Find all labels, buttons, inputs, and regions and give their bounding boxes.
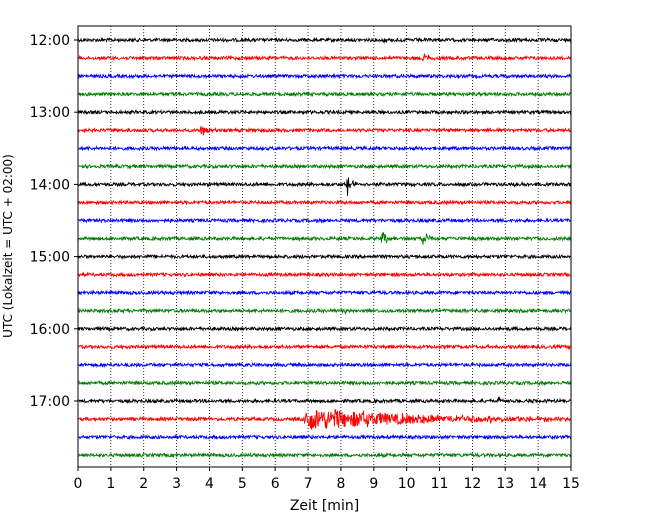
x-tick-label: 3 xyxy=(172,476,181,492)
y-tick-label: 15:00 xyxy=(30,250,70,266)
plot-frame xyxy=(77,25,572,468)
y-tick-label: 12:00 xyxy=(30,33,70,49)
trace-1400 xyxy=(77,177,572,196)
trace-1500 xyxy=(77,253,572,260)
x-tick-label: 10 xyxy=(398,476,416,492)
trace-1230 xyxy=(77,72,572,80)
trace-1715 xyxy=(77,409,572,430)
x-tick-label: 7 xyxy=(304,476,313,492)
x-tick-label: 13 xyxy=(496,476,514,492)
trace-layer xyxy=(77,36,572,459)
trace-1445 xyxy=(77,231,572,245)
x-tick-label: 12 xyxy=(463,476,481,492)
x-tick-label: 8 xyxy=(336,476,345,492)
trace-1630 xyxy=(78,361,572,369)
trace-1730 xyxy=(77,433,572,441)
x-tick-label: 6 xyxy=(271,476,280,492)
x-tick-label: 2 xyxy=(139,476,148,492)
y-axis-title: UTC (Lokalzeit = UTC + 02:00) xyxy=(1,154,15,338)
y-axis: 12:00 13:00 14:00 15:00 16:00 17:00 xyxy=(30,33,78,410)
trace-1700 xyxy=(77,396,572,405)
x-tick-label: 5 xyxy=(238,476,247,492)
x-tick-label: 1 xyxy=(106,476,115,492)
trace-1600 xyxy=(77,325,572,333)
x-tick-label: 4 xyxy=(205,476,214,492)
x-tick-label: 11 xyxy=(431,476,449,492)
x-axis: 0 1 2 3 4 5 6 7 8 9 10 11 12 13 14 15 xyxy=(74,467,580,492)
trace-1245 xyxy=(77,90,572,98)
y-tick-label: 17:00 xyxy=(30,394,70,410)
y-tick-label: 16:00 xyxy=(30,322,70,338)
x-tick-label: 9 xyxy=(369,476,378,492)
trace-1745 xyxy=(77,451,572,459)
x-axis-title: Zeit [min] xyxy=(290,498,359,514)
x-tick-label: 15 xyxy=(562,476,580,492)
trace-1330 xyxy=(77,145,572,152)
trace-1430 xyxy=(77,217,572,224)
trace-1345 xyxy=(77,163,572,170)
trace-1315 xyxy=(77,124,572,136)
trace-1545 xyxy=(77,307,572,315)
trace-1615 xyxy=(77,343,572,351)
y-tick-label: 13:00 xyxy=(30,105,70,121)
trace-1415 xyxy=(77,199,572,206)
trace-1515 xyxy=(77,271,572,278)
trace-1530 xyxy=(77,289,572,297)
y-tick-label: 14:00 xyxy=(30,177,70,193)
trace-1215 xyxy=(77,53,572,62)
trace-1200 xyxy=(77,36,572,45)
trace-1645 xyxy=(77,379,572,387)
trace-1300 xyxy=(77,108,572,116)
x-tick-label: 14 xyxy=(529,476,547,492)
x-tick-label: 0 xyxy=(74,476,83,492)
